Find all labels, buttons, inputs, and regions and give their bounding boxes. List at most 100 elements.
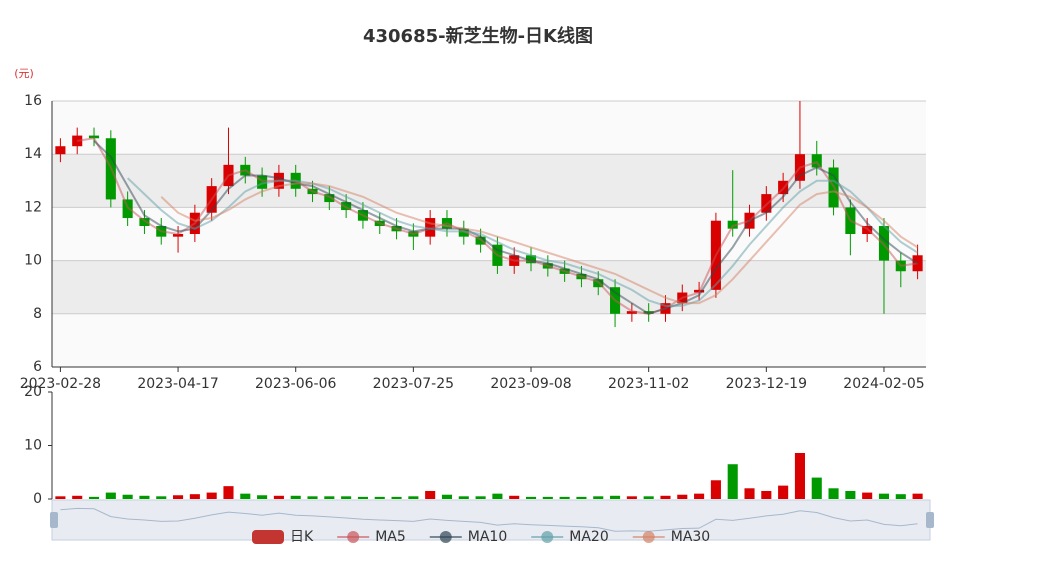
volume-tick-label: 10 [24, 438, 42, 454]
candle-body [643, 311, 654, 314]
volume-bar [710, 480, 721, 499]
volume-bar [307, 496, 318, 499]
volume-bar [525, 496, 537, 499]
candle-body [341, 202, 352, 211]
ma-line [77, 137, 918, 315]
candle-body [88, 135, 100, 139]
volume-bar [576, 496, 587, 499]
x-tick-label: 2023-07-25 [373, 376, 454, 392]
legend-swatch [347, 531, 360, 543]
volume-bar [811, 477, 822, 499]
ma-line [93, 140, 919, 315]
volume-bar [290, 495, 301, 499]
volume-bar [794, 452, 805, 499]
x-tick-label: 2023-06-06 [255, 376, 336, 392]
y-tick-label: 6 [33, 359, 42, 375]
legend-label: MA5 [375, 529, 406, 545]
x-tick-label: 2023-09-08 [490, 376, 571, 392]
legend-swatch [541, 531, 554, 543]
volume-bar [441, 494, 453, 499]
volume-bar [173, 495, 184, 499]
candle-body [458, 228, 469, 237]
volume-bar [475, 496, 486, 499]
volume-bar [408, 496, 419, 499]
candle-body [257, 175, 268, 189]
volume-bar [509, 495, 520, 499]
volume-bar [458, 496, 469, 499]
volume-bar [610, 495, 621, 499]
volume-bar [912, 493, 923, 499]
legend-label: MA30 [671, 529, 710, 545]
volume-bar [240, 493, 251, 499]
volume-bar [223, 486, 234, 499]
volume-bar [744, 488, 755, 499]
volume-bar [122, 494, 133, 499]
volume-bar [778, 485, 789, 499]
ma-line [160, 182, 919, 305]
zoom-preview [60, 507, 918, 532]
zoom-slider[interactable] [51, 499, 931, 541]
candle-body [139, 218, 150, 227]
volume-bar [324, 496, 335, 499]
volume-bar [542, 496, 553, 499]
volume-bar [72, 495, 83, 499]
volume-bar [862, 492, 873, 499]
volume-bar [55, 496, 66, 499]
x-tick-label: 2023-04-17 [137, 376, 218, 392]
volume-bar [425, 490, 436, 499]
candle-body [425, 218, 436, 237]
volume-bar [761, 490, 772, 499]
volume-bar [206, 492, 217, 499]
y-tick-label: 12 [24, 199, 42, 215]
legend-item[interactable]: MA10 [429, 529, 507, 545]
volume-bar [88, 496, 100, 499]
volume-bar [626, 496, 637, 499]
candle-body [324, 194, 335, 203]
volume-bar [895, 494, 906, 499]
chart-title: 430685-新芝生物-日K线图 [363, 25, 593, 47]
volume-bar [492, 493, 503, 499]
volume-bar [559, 496, 570, 499]
legend-swatch [252, 530, 284, 544]
volume-bar [727, 464, 738, 499]
x-tick-label: 2023-11-02 [608, 376, 689, 392]
x-tick-label: 2023-02-28 [20, 376, 101, 392]
legend-item[interactable]: MA5 [337, 529, 406, 545]
candle-body [173, 234, 184, 237]
volume-bar [139, 495, 150, 499]
candle-body [525, 255, 537, 264]
volume-tick-label: 0 [33, 491, 42, 507]
legend-item[interactable]: MA30 [632, 529, 710, 545]
y-tick-label: 16 [24, 93, 42, 109]
volume-bar [593, 496, 604, 499]
ma-line [126, 177, 919, 307]
zoom-handle[interactable] [50, 512, 58, 528]
legend-item[interactable]: 日K [252, 529, 314, 545]
legend-swatch [642, 531, 655, 543]
volume-bar [845, 490, 856, 499]
split-area [52, 260, 926, 314]
volume-bar [828, 488, 839, 499]
legend-item[interactable]: MA20 [531, 529, 609, 545]
volume-bar [156, 496, 167, 499]
volume-bar [374, 496, 385, 499]
y-tick-label: 10 [24, 253, 42, 269]
volume-bar [694, 493, 705, 499]
volume-bar [189, 494, 200, 499]
volume-bar [643, 496, 654, 499]
candle-body [122, 199, 133, 219]
volume-tick-label: 20 [24, 384, 42, 400]
candle-body [727, 220, 738, 229]
y-tick-label: 14 [24, 146, 42, 162]
x-tick-label: 2024-02-05 [843, 376, 924, 392]
y-tick-label: 8 [33, 306, 42, 322]
volume-bar [257, 495, 268, 499]
legend-label: 日K [290, 529, 314, 545]
volume-bar [357, 496, 368, 499]
legend-label: MA10 [468, 529, 507, 545]
legend-label: MA20 [569, 529, 608, 545]
candle-body [72, 135, 83, 147]
zoom-handle[interactable] [926, 512, 934, 528]
